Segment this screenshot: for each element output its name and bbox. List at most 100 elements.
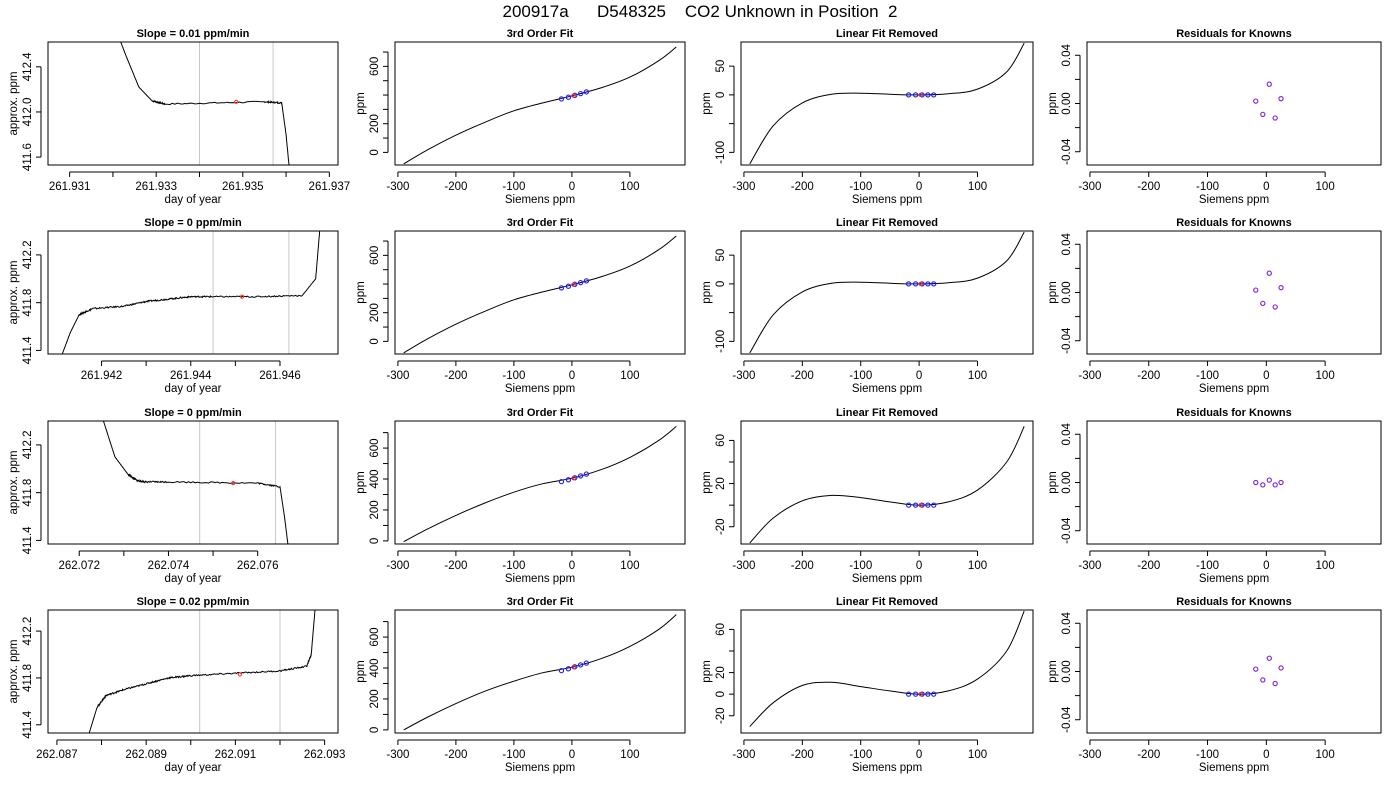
x-tick-label: 100 <box>1316 560 1335 572</box>
x-tick-label: -200 <box>791 181 814 193</box>
known-point <box>931 92 937 98</box>
unknown-point <box>918 502 924 508</box>
known-point <box>1266 81 1272 87</box>
x-tick-label: 100 <box>968 181 987 193</box>
x-tick-label: -100 <box>1196 181 1219 193</box>
unknown-point <box>571 282 576 287</box>
x-tick-label: -100 <box>1196 749 1219 761</box>
y-tick-label: 200 <box>369 500 381 519</box>
x-tick-label: 100 <box>1316 370 1335 382</box>
y-axis-label: ppm <box>1047 281 1059 303</box>
y-tick-label: 412.0 <box>22 98 34 127</box>
x-axis-label: Siemens ppm <box>505 194 575 206</box>
x-tick-label: -200 <box>444 370 467 382</box>
fit-curve <box>403 46 677 165</box>
known-point <box>1266 270 1272 276</box>
y-tick-label: 0 <box>369 727 381 733</box>
known-point <box>565 94 572 100</box>
y-tick-label: 411.6 <box>22 143 34 171</box>
x-tick-label: -100 <box>849 181 872 193</box>
plot-frame <box>47 230 339 355</box>
y-tick-label: 0 <box>369 149 381 155</box>
y-tick-label: 412.4 <box>22 52 34 81</box>
x-tick-label: -100 <box>1196 560 1219 572</box>
x-axis-label: Siemens ppm <box>505 383 575 395</box>
known-point <box>558 96 565 102</box>
x-tick-label: 0 <box>1263 560 1269 572</box>
fit-curve <box>403 235 677 354</box>
x-tick-label: 261.942 <box>81 370 123 382</box>
y-tick-label: 20 <box>715 666 727 679</box>
x-axis-label: Siemens ppm <box>505 573 575 585</box>
known-point <box>931 281 937 287</box>
unknown-point <box>918 281 924 287</box>
x-tick-label: -200 <box>1137 749 1160 761</box>
x-tick-label: -300 <box>1078 749 1101 761</box>
panel-known-0: Residuals for Knowns -300 -200 -100 0 100 -0.0… <box>1047 28 1382 206</box>
plot-frame <box>740 609 1034 734</box>
panel-title: Residuals for Knowns <box>1176 407 1292 419</box>
x-tick-label: 262.091 <box>215 749 257 761</box>
panel-fit3-0: 3rd Order Fit -300 -200 -100 0 100 0 200 600 Siem… <box>355 28 686 206</box>
panel-title: Linear Fit Removed <box>836 407 938 419</box>
fit-curve <box>749 42 1025 165</box>
x-tick-label: 0 <box>1263 370 1269 382</box>
panel-strip-0: Slope = 0.01 ppm/min 261.931 261.933 261.93… <box>8 28 350 206</box>
y-tick-label: 600 <box>369 57 381 76</box>
panel-title: Linear Fit Removed <box>836 217 938 229</box>
known-point <box>912 92 919 98</box>
y-axis-label: ppm <box>1047 660 1059 682</box>
plot-area <box>1253 655 1284 687</box>
x-tick-label: -200 <box>791 370 814 382</box>
x-tick-label: -200 <box>1137 560 1160 572</box>
x-tick-label: 262.087 <box>36 749 78 761</box>
panel-title: Residuals for Knowns <box>1176 596 1292 608</box>
x-tick-label: -300 <box>386 181 409 193</box>
y-tick-label: 411.8 <box>22 664 34 692</box>
fit-curve <box>749 610 1025 727</box>
x-tick-label: 100 <box>620 560 639 572</box>
y-axis-label: ppm <box>355 660 367 682</box>
y-tick-label: 0 <box>715 691 727 697</box>
plot-area <box>102 421 289 544</box>
x-axis-label: Siemens ppm <box>852 573 922 585</box>
plot-area <box>88 610 316 733</box>
known-point <box>565 477 572 483</box>
y-tick-label: 20 <box>715 477 727 490</box>
plot-area <box>403 235 677 354</box>
known-point <box>577 473 584 479</box>
series-line <box>61 231 321 354</box>
known-point <box>565 666 572 672</box>
x-tick-label: 0 <box>1263 749 1269 761</box>
y-tick-label: 50 <box>715 249 727 262</box>
y-tick-label: -0.04 <box>1061 138 1073 165</box>
y-tick-label: 400 <box>369 658 381 677</box>
panel-strip-2: Slope = 0 ppm/min 262.072 262.074 262.076 41… <box>8 407 339 585</box>
x-tick-label: 100 <box>1316 181 1335 193</box>
panel-strip-3: Slope = 0.02 ppm/min 262.087 262.089 262.09… <box>8 596 345 774</box>
y-tick-label: 400 <box>369 469 381 488</box>
known-point <box>912 502 919 508</box>
x-axis-label: Siemens ppm <box>852 762 922 774</box>
x-tick-label: -300 <box>1078 370 1101 382</box>
x-tick-label: 100 <box>968 749 987 761</box>
y-axis-label: ppm <box>1047 92 1059 114</box>
plot-area <box>1253 270 1284 310</box>
y-tick-label: -20 <box>715 518 727 535</box>
x-tick-label: 0 <box>916 181 922 193</box>
figure-title: 200917a D548325 CO2 Unknown in Position … <box>502 2 898 21</box>
y-axis-label: ppm <box>701 471 713 493</box>
known-point <box>1272 115 1278 121</box>
y-tick-label: 0 <box>715 92 727 98</box>
known-point <box>1272 304 1278 310</box>
known-point <box>905 92 912 98</box>
fit-curve <box>403 426 677 543</box>
x-tick-label: 0 <box>916 560 922 572</box>
known-point <box>577 662 584 668</box>
y-tick-label: 0.04 <box>1061 43 1073 66</box>
x-tick-label: 100 <box>968 560 987 572</box>
y-tick-label: -0.04 <box>1061 517 1073 544</box>
plot-frame <box>1086 230 1382 355</box>
x-axis-label: Siemens ppm <box>505 762 575 774</box>
